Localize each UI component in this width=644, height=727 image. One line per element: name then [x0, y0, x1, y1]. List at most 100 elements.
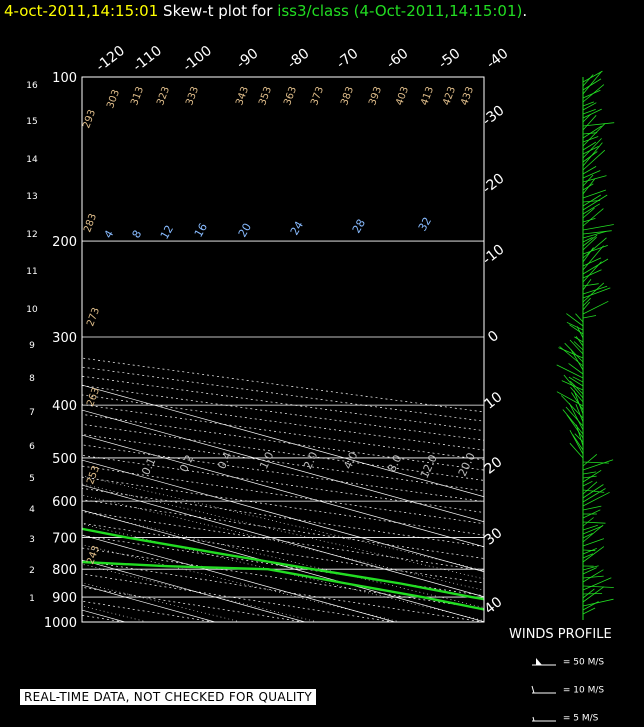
top-temp-label: -40 [484, 46, 512, 73]
mixing-ratio-label: 4.0 [341, 450, 360, 471]
isotherms [82, 384, 484, 622]
dry-adiabat-label: 423 [441, 85, 458, 107]
height-km-label: 6 [29, 442, 35, 452]
pressure-label: 800 [52, 563, 77, 578]
wind-barb [556, 364, 584, 379]
wind-barb [582, 549, 596, 552]
mixing-ratio-label: 16 [192, 221, 210, 240]
dry-adiabat-line [82, 366, 484, 422]
wind-barb [569, 430, 584, 455]
wind-barb [582, 517, 594, 527]
wind-barb [582, 469, 602, 483]
wind-barb [562, 409, 584, 435]
page-title: 4-oct-2011,14:15:01 Skew-t plot for iss3… [4, 2, 527, 20]
dry-adiabats [82, 357, 484, 622]
wind-barb [582, 567, 597, 575]
pressure-label: 600 [52, 495, 77, 510]
dry-adiabat-label: 353 [257, 85, 274, 107]
wind-barb [582, 123, 606, 147]
dry-adiabat-line [82, 394, 484, 451]
dry-adiabat-line [82, 444, 484, 502]
dry-adiabat-line [82, 404, 484, 461]
dry-adiabat-line [82, 385, 484, 441]
wind-barb [582, 224, 614, 231]
wind-barb [582, 174, 594, 187]
top-temp-label: -80 [285, 46, 313, 73]
pressure-label: 100 [52, 71, 77, 86]
dry-adiabat-line [82, 586, 304, 622]
wind-barb [564, 342, 584, 363]
wind-barb [572, 376, 584, 383]
wind-barb [582, 230, 612, 235]
wind-barb [568, 376, 584, 387]
mixing-ratio-label: 20 [236, 221, 254, 240]
dry-adiabat-label: 363 [282, 85, 299, 107]
wind-barb [582, 113, 592, 123]
dry-adiabat-line [82, 511, 484, 571]
wind-barb [582, 282, 605, 303]
temperature-profile [82, 527, 484, 601]
wind-barb [582, 203, 601, 215]
dry-adiabat-line [82, 465, 484, 525]
dry-adiabat-label: 333 [184, 85, 201, 107]
wind-barb [582, 509, 601, 519]
wind-barb [582, 598, 614, 607]
wind-barb [582, 115, 597, 131]
wind-barb [582, 481, 598, 495]
wind-barb [582, 538, 605, 547]
dry-adiabat-label: 273 [85, 306, 102, 328]
height-km-label: 8 [29, 374, 35, 384]
wind-barb [582, 245, 608, 255]
wind-barb [582, 459, 614, 471]
title-obs-time: (4-Oct-2011,14:15:01) [353, 2, 523, 20]
mixing-ratio-label: 8.0 [385, 453, 404, 474]
wind-barb [582, 565, 599, 571]
wind-barb [570, 387, 584, 403]
wind-barb [582, 261, 602, 283]
wind-barb [582, 521, 606, 524]
mixing-ratio-label: 12 [158, 223, 176, 242]
wind-barb [582, 279, 592, 291]
isotherm-line [82, 559, 306, 622]
wind-barb [582, 108, 602, 119]
wind-barb [570, 349, 584, 371]
wind-barb [582, 601, 599, 611]
dry-adiabat-line [82, 357, 484, 413]
wind-legend-10: = 10 M/S [530, 685, 604, 696]
wind-barb [582, 593, 603, 595]
wind-profile [556, 70, 615, 620]
dry-adiabat-line [82, 547, 484, 610]
dry-adiabat-label: 293 [81, 108, 98, 130]
wind-barb [569, 339, 584, 355]
wind-barb [569, 442, 584, 459]
wind-barb [582, 257, 602, 267]
dry-adiabat-label: 403 [394, 85, 411, 107]
wind-barb [582, 138, 602, 159]
right-temp-label: 20 [482, 454, 506, 478]
dry-adiabat-line [82, 414, 484, 471]
dry-adiabat-line [82, 487, 484, 547]
mixing-ratio-label: 1.0 [257, 450, 276, 471]
wind-barb [582, 297, 591, 307]
sounding-profiles [82, 527, 484, 611]
mixing-ratio-line [82, 483, 484, 580]
wind-legend-50-label: = 50 M/S [562, 657, 605, 668]
height-km-label: 10 [26, 305, 38, 315]
height-km-label: 2 [29, 566, 35, 576]
mixing-ratio-label: 24 [288, 219, 306, 238]
wind-barb [582, 89, 601, 99]
wind-barb [582, 175, 607, 183]
plot-frame [81, 76, 485, 623]
wind-barb [582, 585, 614, 588]
isotherm-line [82, 384, 484, 498]
mixing-ratio-lines [82, 475, 484, 622]
isotherm-line [82, 434, 484, 548]
dry-adiabat-line [82, 476, 484, 536]
wind-barb [582, 548, 597, 555]
dry-adiabat-label: 283 [82, 212, 99, 234]
wind-barb [582, 471, 597, 475]
wind-barb [561, 395, 584, 419]
wind-barb [582, 125, 602, 139]
mixing-ratio-label: 4 [102, 228, 117, 241]
